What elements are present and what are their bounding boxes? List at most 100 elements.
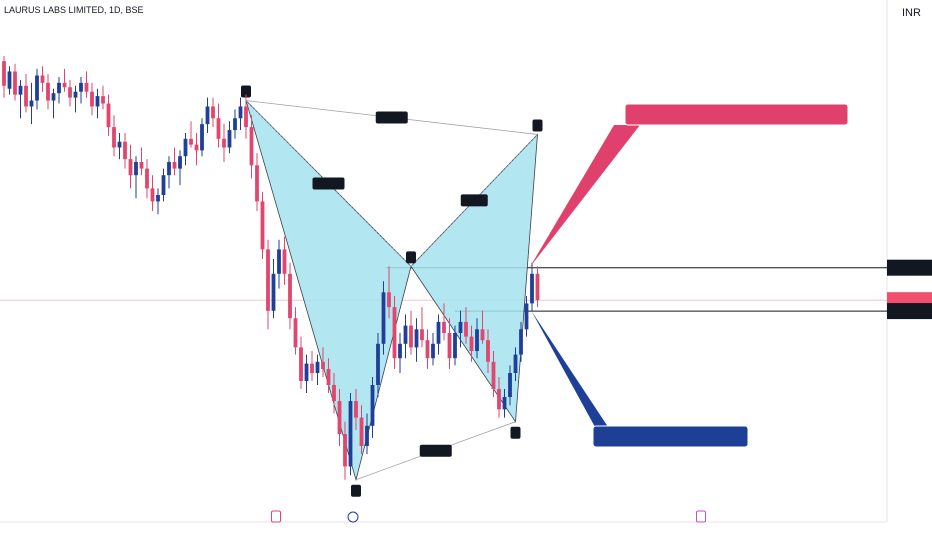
candle-body [535, 273, 540, 301]
breakout-callout-box [624, 103, 849, 126]
candle-body [139, 162, 144, 169]
candle-body [95, 96, 100, 107]
candle-body [128, 159, 133, 176]
annotations [529, 103, 849, 448]
ratio-label-bg [419, 444, 452, 457]
candle-body [310, 363, 314, 373]
candle-body [178, 156, 182, 169]
candle-body [2, 61, 6, 86]
candle-body [73, 91, 78, 98]
rejection-callout-pointer [531, 311, 620, 445]
candle-body [337, 401, 342, 434]
candle-body [508, 373, 512, 397]
candle-body [425, 340, 430, 359]
candle-body [57, 82, 61, 94]
pattern-point-bg [351, 484, 361, 497]
candle-body [321, 361, 325, 369]
candle-body [227, 130, 232, 148]
candle-body [403, 325, 408, 344]
candle-body [40, 75, 45, 83]
candle-body [51, 93, 56, 101]
candle-body [194, 144, 199, 151]
candle-body [376, 343, 380, 385]
candle-body [13, 71, 17, 95]
candle-body [112, 127, 116, 148]
rejection-callout-box [592, 425, 749, 448]
earnings-event-marker [696, 510, 706, 523]
candle-body [183, 138, 188, 157]
candle-body [271, 273, 276, 311]
candle-body [453, 333, 457, 359]
candle-body [62, 82, 67, 88]
candle-body [497, 389, 501, 410]
candle-body [381, 292, 386, 344]
ratio-label-bg [375, 111, 408, 124]
candle-body [436, 321, 441, 344]
candle-body [469, 336, 474, 351]
breakout-callout-pointer [529, 125, 640, 268]
candle-body [249, 127, 254, 166]
pattern-point-bg [532, 119, 543, 132]
candle-body [524, 303, 529, 330]
candle-body [106, 103, 111, 128]
symbol-title: LAURUS LABS LIMITED, 1D, BSE [4, 5, 144, 15]
candle-body [354, 401, 358, 418]
candle-body [359, 417, 364, 446]
candle-body [442, 321, 446, 333]
pattern-triangle-bcd [410, 133, 538, 423]
candle-body [90, 91, 94, 107]
candle-body [172, 162, 177, 169]
candle-body [326, 369, 331, 385]
candle-body [387, 292, 391, 308]
candle-body [260, 201, 265, 250]
candle-body [282, 249, 287, 274]
axes [271, 259, 932, 523]
candle-body [29, 100, 34, 107]
candle-body [255, 165, 259, 202]
candle-body [145, 168, 149, 189]
candle-body [486, 340, 490, 362]
candle-body [189, 138, 193, 145]
candle-body [447, 333, 452, 359]
candle-body [222, 138, 226, 148]
candle-body [84, 82, 89, 92]
harmonic-pattern[interactable] [241, 85, 543, 497]
candle-body [370, 385, 375, 426]
candle-body [18, 85, 23, 95]
pattern-point-bg [406, 251, 416, 264]
price-badge-bg [887, 303, 932, 320]
dividend-event-marker [347, 511, 359, 523]
candle-body [211, 106, 215, 119]
ratio-label-bg [312, 177, 345, 190]
candle-body [244, 106, 248, 128]
candle-body [304, 363, 309, 381]
candle-body [315, 361, 320, 373]
pattern-point-bg [510, 426, 521, 439]
candle-body [238, 106, 243, 119]
candle-body [365, 425, 369, 446]
candle-body [24, 85, 28, 107]
candle-body [409, 325, 413, 348]
candle-body [79, 82, 83, 92]
candle-body [161, 175, 166, 195]
candle-body [348, 401, 353, 467]
candle-body [134, 162, 138, 176]
candle-body [392, 307, 397, 359]
candle-body [530, 273, 534, 304]
candle-body [46, 82, 50, 101]
earnings-event-marker [271, 510, 281, 523]
candle-body [123, 141, 127, 160]
candle-body [299, 347, 303, 381]
candle-body [420, 329, 424, 341]
candle-body [502, 397, 507, 410]
candle-body [150, 188, 155, 202]
candle-body [513, 354, 518, 373]
candle-body [167, 162, 171, 176]
candle-body [332, 385, 336, 402]
candle-body [68, 87, 72, 98]
candle-body [277, 249, 281, 274]
candle-body [293, 318, 298, 348]
candle-body [233, 118, 237, 131]
candle-body [35, 75, 39, 101]
